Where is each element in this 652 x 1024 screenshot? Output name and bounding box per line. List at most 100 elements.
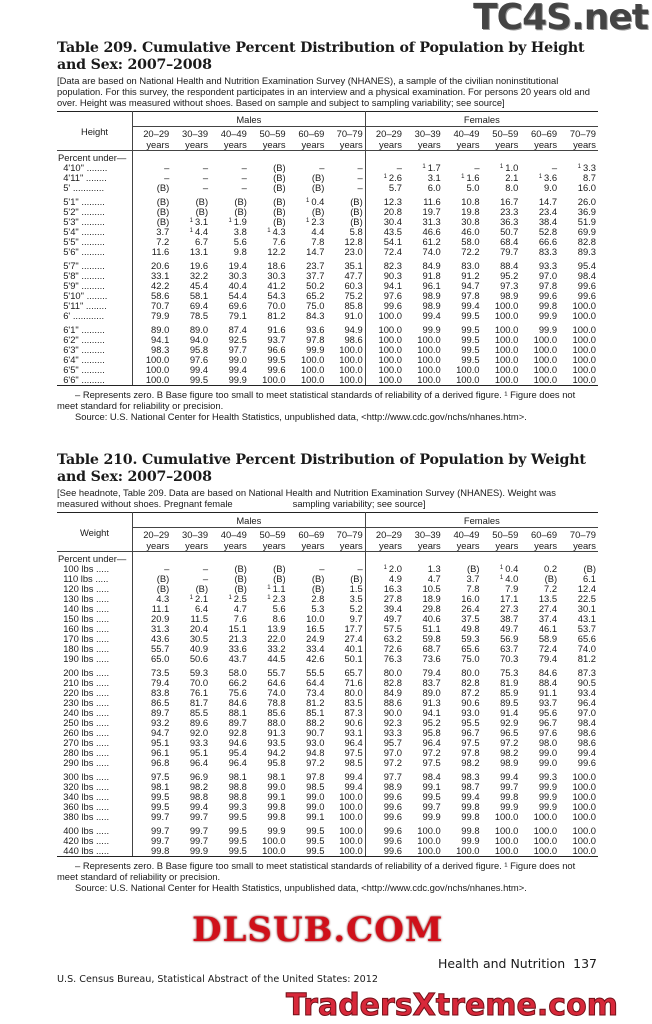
female-value: 22.5	[577, 594, 596, 604]
male-value: 40.9	[189, 644, 209, 654]
row-label: 270 lbs .....	[57, 738, 133, 748]
female-value: –	[474, 163, 480, 173]
male-value: 16.5	[306, 624, 325, 634]
female-value: 23.4	[538, 207, 558, 217]
table-row: 6'1" ......... 89.0 89.0 87.4 91.6 93.6 94.9 10…	[57, 325, 598, 335]
gap-cell	[57, 257, 133, 261]
female-value: 97.7	[383, 772, 402, 782]
male-value: 99.7	[189, 812, 209, 822]
male-value: 4.7	[233, 604, 247, 614]
male-value: 79.4	[151, 678, 170, 688]
male-value: 93.7	[267, 335, 286, 345]
female-value: 99.6	[577, 758, 596, 768]
female-value: 98.4	[577, 271, 596, 281]
female-value: 97.2	[383, 758, 402, 768]
age-range: 20–29	[375, 529, 402, 540]
male-value: (B)	[195, 584, 209, 594]
female-value: 16.7	[500, 197, 519, 207]
male-value: 85.5	[189, 708, 209, 718]
female-value: 99.9	[422, 812, 441, 822]
male-value: 8.6	[272, 614, 286, 624]
empty-cell	[482, 151, 521, 164]
table-209-footnote: – Represents zero. B Base figure too sma…	[57, 389, 576, 411]
male-value: 100.0	[326, 812, 366, 822]
table-210-headnote-part-a: [See headnote, Table 209. Data are based…	[57, 487, 556, 509]
female-value: 98.0	[538, 738, 558, 748]
male-value: (B)	[234, 564, 247, 574]
table-row: 4'11" ........ – – – (B) (B) –1 2.6 3.1 1 1.6 2.1 1 3…	[57, 173, 598, 183]
male-value: 35.1	[326, 261, 366, 271]
female-value: (B)	[583, 564, 597, 574]
female-value: 59.3	[461, 634, 480, 644]
female-value: 99.6	[365, 846, 404, 857]
male-value: –	[326, 183, 366, 193]
female-value: 100.0	[520, 846, 560, 857]
male-value: 50.1	[326, 654, 366, 664]
female-value: 96.7	[461, 728, 480, 738]
table-row: 4'10" ........ – – – (B) – – –1 1.7–1 1.0–1 3.3	[57, 163, 598, 173]
male-value: 98.3	[151, 345, 170, 355]
row-label: 280 lbs .....	[57, 748, 133, 758]
female-value: 3.7	[466, 574, 480, 584]
female-value: 100.0	[494, 355, 519, 365]
row-label: 340 lbs .....	[57, 792, 133, 802]
female-value: 100.0	[378, 365, 402, 375]
table-row: 6' ............ 79.9 78.5 79.1 81.2 84.3 91.0 1…	[57, 311, 598, 321]
male-value: 79.1	[228, 311, 247, 321]
male-value: 91.3	[267, 728, 286, 738]
row-label: 6'1" .........	[57, 325, 133, 335]
female-value: 99.6	[383, 826, 402, 836]
male-value: 95.4	[228, 748, 247, 758]
male-value: (B)	[273, 564, 286, 574]
female-value: 99.9	[538, 311, 558, 321]
female-value: 100.0	[533, 335, 558, 345]
male-value: 94.0	[189, 335, 209, 345]
table-row: 190 lbs ..... 65.0 50.6 43.7 44.5 42.6 50.1 76.…	[57, 654, 598, 664]
female-value: 30.8	[461, 217, 480, 227]
age-unit: years	[146, 139, 170, 150]
male-value: 40.4	[228, 281, 247, 291]
male-value: 99.8	[267, 802, 286, 812]
male-value: 75.0	[306, 301, 325, 311]
male-value: 37.7	[306, 271, 325, 281]
age-unit: years	[339, 540, 363, 551]
female-value: 100.0	[572, 335, 596, 345]
female-value: 10.8	[461, 197, 480, 207]
female-value: 83.3	[538, 247, 558, 257]
female-value: 99.9	[500, 802, 519, 812]
male-value: 6.4	[195, 604, 209, 614]
female-value: 95.2	[422, 718, 441, 728]
row-label: 120 lbs .....	[57, 584, 133, 594]
row-label: 300 lbs .....	[57, 772, 133, 782]
female-value: 96.4	[577, 698, 596, 708]
male-value: 84.6	[228, 698, 247, 708]
male-value: (B)	[326, 207, 366, 217]
female-value: 100.0	[572, 792, 596, 802]
male-value: 89.0	[151, 325, 170, 335]
male-value: 99.0	[306, 802, 325, 812]
male-value: 54.3	[267, 291, 286, 301]
age-unit: years	[379, 139, 402, 150]
gap-cell	[326, 664, 366, 668]
row-label: 170 lbs .....	[57, 634, 133, 644]
female-value: 81.2	[577, 654, 596, 664]
gap-cell	[326, 193, 366, 197]
female-value: 98.6	[577, 728, 596, 738]
male-value: 1 4.4	[189, 227, 209, 237]
sex-header-row: Height Males Females	[57, 111, 598, 151]
male-value: 20.4	[189, 624, 209, 634]
subhead-row: Percent under—	[57, 150, 598, 164]
empty-cell	[326, 150, 366, 163]
male-value: 98.1	[228, 772, 247, 782]
age-range: 40–49	[220, 128, 247, 139]
sex-header-row: Weight Males Females	[57, 512, 598, 552]
age-unit: years	[223, 139, 247, 150]
female-value: 100.0	[417, 836, 441, 846]
table-row: 5'9" ......... 42.2 45.4 40.4 41.2 50.2 60.3 94…	[57, 281, 598, 291]
row-label: 5'10" ........	[57, 291, 133, 301]
age-header: 30–39 years	[403, 126, 443, 151]
row-label: 5'7" .........	[57, 261, 133, 271]
female-value: 6.1	[582, 574, 596, 584]
table-row: 5'5" ......... 7.2 6.7 5.6 7.6 7.8 12.8 54.1 61.…	[57, 237, 598, 247]
